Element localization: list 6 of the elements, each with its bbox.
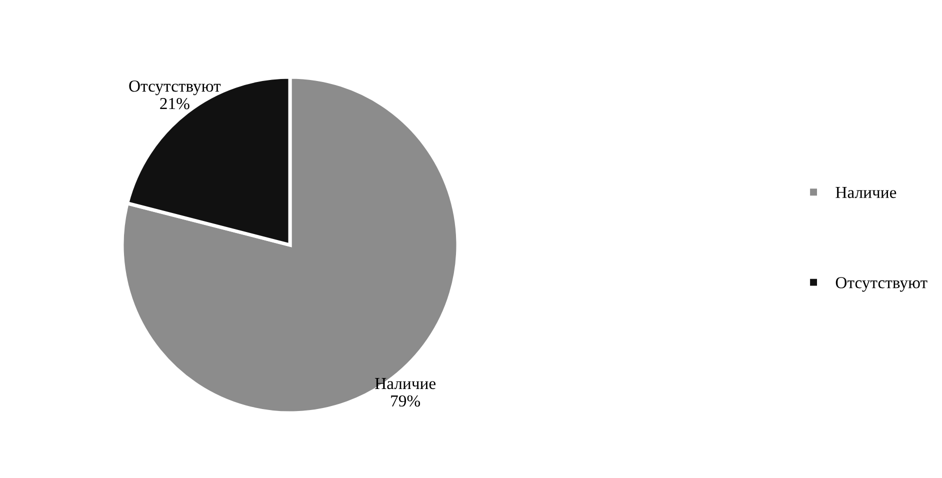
- legend-label: Отсутствуют: [836, 277, 928, 292]
- slice-label: Наличие: [375, 378, 436, 390]
- legend-label: Наличие: [836, 187, 896, 198]
- data-label: 79%: [391, 395, 420, 407]
- slice-label: Отсутствуют: [129, 80, 221, 96]
- data-label: 21%: [160, 98, 190, 110]
